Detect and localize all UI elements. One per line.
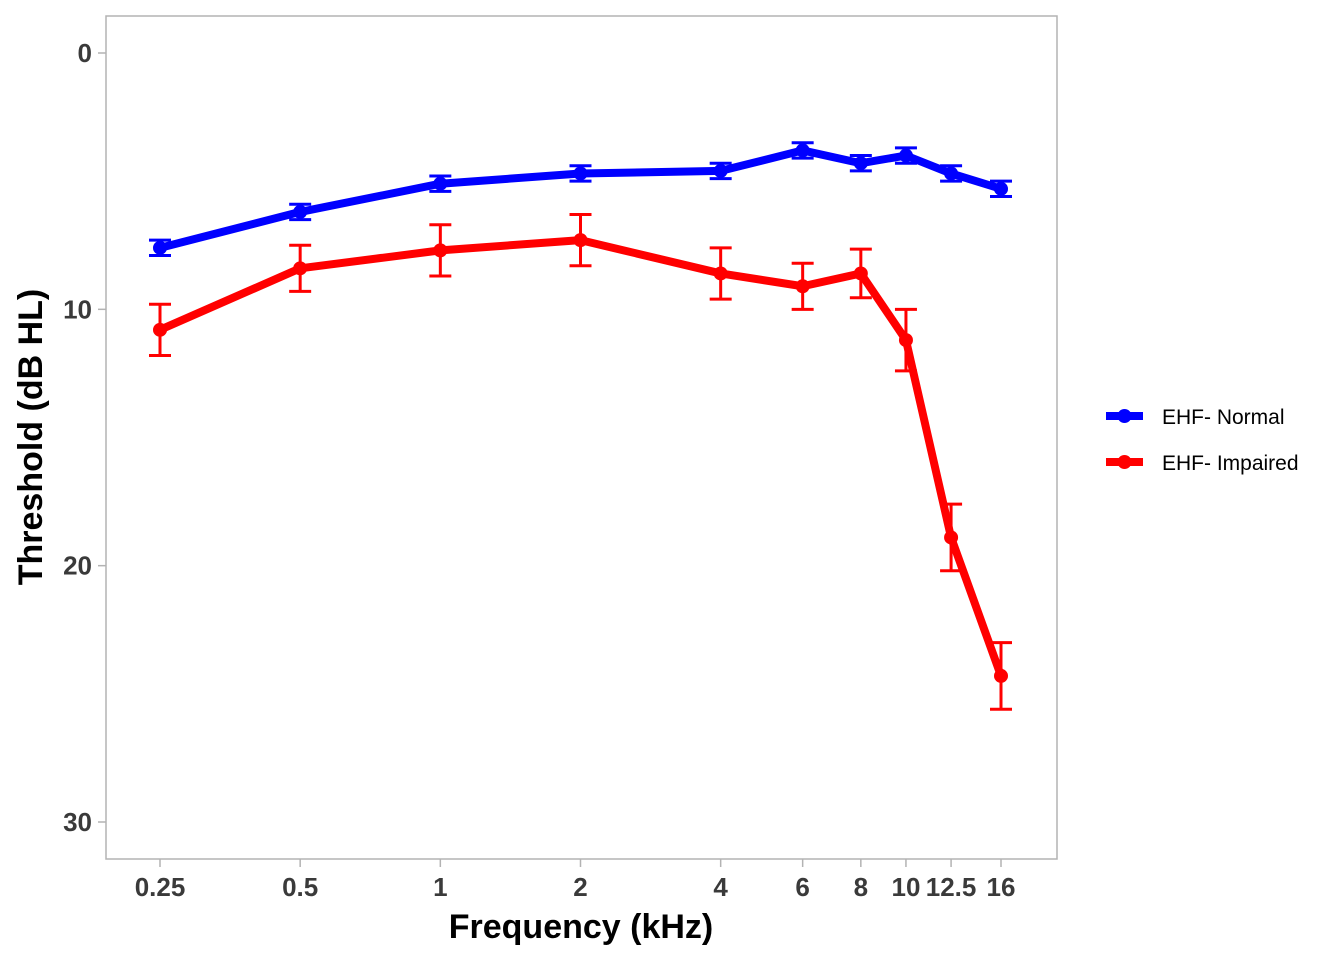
series-layer	[149, 141, 1012, 711]
series-line	[156, 236, 1005, 680]
data-point	[898, 148, 913, 163]
plot-panel	[105, 15, 1058, 860]
legend-key-point	[1117, 409, 1132, 423]
x-tick-label: 10	[891, 872, 920, 902]
data-point	[898, 333, 913, 348]
data-point	[994, 181, 1008, 196]
x-axis: 0.25 0.5 1 2 4 6 8 10 12.5 16	[135, 859, 1016, 902]
y-axis-title: Threshold (dB HL)	[12, 289, 50, 586]
x-tick-label: 0.5	[282, 872, 318, 902]
data-point	[153, 240, 167, 255]
data-point	[944, 166, 959, 181]
data-point	[994, 668, 1008, 683]
data-point	[795, 279, 810, 294]
x-tick-label: 1	[433, 872, 447, 902]
data-point	[795, 143, 810, 158]
y-tick-label: 0	[78, 38, 92, 68]
x-tick-label: 8	[854, 872, 868, 902]
x-tick-label: 6	[795, 872, 809, 902]
data-point	[293, 261, 308, 276]
x-tick-label: 12.5	[926, 872, 977, 902]
data-point	[853, 156, 868, 171]
y-tick-label: 30	[63, 807, 92, 837]
legend-label: EHF- Impaired	[1162, 452, 1299, 475]
data-point	[153, 322, 167, 337]
x-tick-label: 16	[987, 872, 1016, 902]
legend-key-point	[1117, 455, 1132, 469]
x-axis-title: Frequency (kHz)	[449, 908, 714, 946]
series-ehf-impaired	[149, 212, 1012, 711]
data-point	[433, 176, 448, 191]
data-point	[944, 530, 959, 545]
x-tick-label: 2	[573, 872, 587, 902]
series-line	[156, 146, 1005, 252]
series-ehf-normal	[149, 141, 1012, 258]
data-point	[573, 233, 588, 248]
data-point	[713, 163, 728, 178]
y-tick-label: 10	[63, 294, 92, 324]
x-tick-label: 4	[713, 872, 728, 902]
data-point	[433, 243, 448, 258]
legend-item: EHF- Normal	[1106, 406, 1285, 429]
data-point	[573, 166, 588, 181]
data-point	[713, 266, 728, 281]
data-point	[853, 266, 868, 281]
legend-item: EHF- Impaired	[1106, 452, 1299, 475]
y-axis: 0 10 20 30	[63, 38, 106, 837]
legend-label: EHF- Normal	[1162, 406, 1285, 429]
legend: EHF- Normal EHF- Impaired	[1106, 406, 1299, 475]
x-tick-label: 0.25	[135, 872, 186, 902]
data-point	[293, 204, 308, 219]
y-tick-label: 20	[63, 551, 92, 581]
